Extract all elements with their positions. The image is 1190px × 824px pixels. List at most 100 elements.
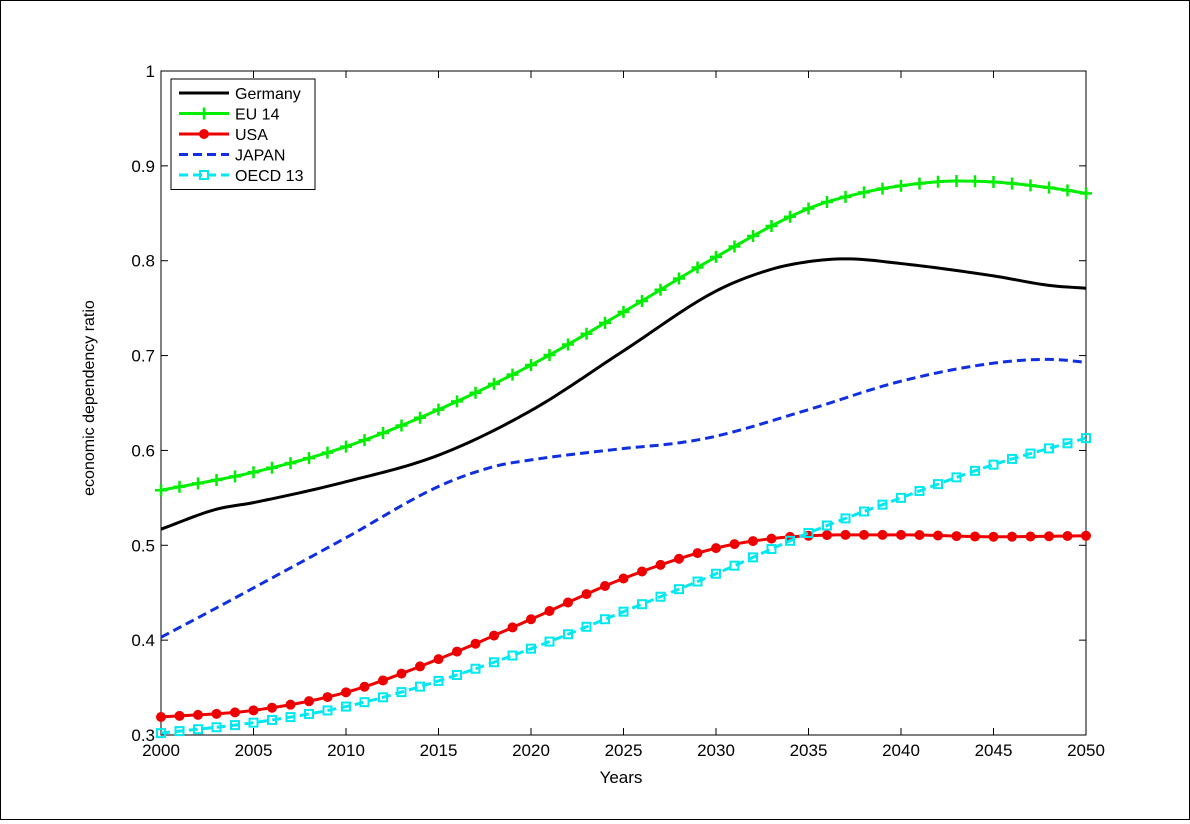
x-tick-label: 2025 (605, 741, 643, 760)
plus-marker (765, 220, 778, 233)
plus-marker (266, 461, 278, 474)
plus-marker (784, 210, 796, 223)
square-marker (507, 650, 518, 661)
square-marker (970, 465, 980, 476)
plus-marker (747, 230, 759, 243)
plus-marker (506, 368, 519, 381)
x-tick-label: 2005 (235, 741, 273, 760)
plus-marker (1080, 187, 1092, 200)
plus-marker (1006, 177, 1018, 190)
circle-marker (637, 566, 647, 577)
square-marker (822, 520, 832, 531)
x-tick-label: 2040 (882, 741, 920, 760)
square-marker (729, 560, 740, 571)
circle-marker (174, 710, 185, 721)
plus-marker (932, 175, 944, 188)
circle-marker (199, 129, 209, 139)
series-line (160, 357, 1087, 639)
circle-marker (692, 548, 703, 559)
series-germany (160, 257, 1087, 531)
legend-label: EU 14 (235, 107, 280, 124)
y-tick-label: 0.9 (131, 157, 155, 176)
y-tick-label: 1 (146, 62, 155, 81)
series-eu-14 (155, 175, 1092, 497)
x-tick-label: 2045 (975, 741, 1013, 760)
square-marker (655, 591, 666, 602)
square-marker (415, 681, 425, 692)
circle-marker (359, 681, 370, 692)
plus-marker (895, 179, 907, 192)
square-marker (322, 705, 333, 716)
square-marker (785, 535, 795, 546)
plus-marker (673, 272, 685, 285)
circle-marker (1062, 531, 1073, 542)
circle-marker (822, 530, 832, 541)
x-tick-label: 2000 (142, 741, 180, 760)
plus-marker (155, 484, 167, 497)
plus-marker (950, 175, 963, 188)
circle-marker (933, 530, 943, 541)
plus-marker (654, 283, 667, 296)
circle-marker (452, 646, 462, 657)
square-marker (840, 513, 851, 524)
plus-marker (173, 480, 186, 493)
series-line (160, 179, 1087, 492)
plus-marker (1043, 181, 1055, 194)
series-line (160, 257, 1087, 531)
circle-marker (489, 630, 499, 641)
circle-marker (267, 702, 277, 713)
plus-marker (876, 182, 889, 195)
square-marker (526, 643, 536, 654)
plus-marker (321, 446, 334, 459)
circle-marker (711, 543, 721, 554)
square-marker (692, 576, 703, 587)
square-marker (1081, 433, 1091, 444)
square-marker (766, 543, 777, 554)
legend: Germany EU 14 USA JAPAN OECD 13 (170, 78, 316, 190)
plus-marker (432, 403, 445, 416)
plus-marker (303, 452, 315, 465)
plus-marker (599, 316, 611, 329)
plus-marker (969, 175, 981, 188)
plus-marker (469, 386, 482, 399)
x-tick-label: 2015 (420, 741, 458, 760)
circle-marker (748, 536, 758, 547)
x-tick-label: 2050 (1067, 741, 1105, 760)
square-marker (748, 552, 758, 563)
square-marker (396, 687, 407, 698)
circle-marker (655, 559, 666, 570)
square-marker (433, 675, 444, 686)
plus-marker (710, 250, 722, 263)
square-marker (803, 527, 814, 538)
square-marker (489, 657, 499, 668)
plus-marker (1024, 179, 1037, 192)
plus-marker (636, 294, 648, 307)
circle-marker (470, 638, 481, 649)
square-marker (618, 606, 629, 617)
series-usa (156, 529, 1091, 722)
square-marker (933, 479, 943, 490)
series-layer (155, 175, 1092, 739)
square-marker (199, 170, 209, 180)
plus-marker (543, 349, 556, 362)
circle-marker (211, 708, 222, 719)
legend-label: USA (235, 127, 268, 144)
x-axis-label: Years (600, 768, 643, 787)
square-marker (378, 692, 388, 703)
y-axis-label: economic dependency ratio (81, 300, 98, 496)
square-marker (859, 506, 869, 517)
plus-marker (821, 195, 833, 208)
x-tick-label: 2020 (512, 741, 550, 760)
square-marker (156, 728, 166, 739)
circle-marker (341, 687, 351, 698)
legend-entry: Germany (179, 86, 301, 103)
plus-marker (395, 419, 408, 432)
axes: 2000 2005 2010 2015 2020 2025 2030 2035 2040 2045… (131, 62, 1105, 760)
circle-marker (230, 707, 240, 718)
plus-marker (913, 177, 926, 190)
x-tick-label: 2030 (697, 741, 735, 760)
series-oecd-13 (156, 433, 1091, 739)
circle-marker (877, 529, 888, 540)
